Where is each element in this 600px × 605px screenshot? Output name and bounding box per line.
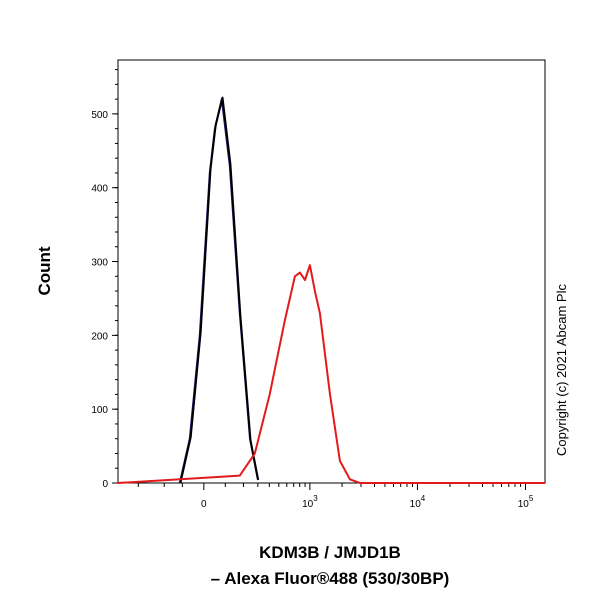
y-tick-label: 300 [91,258,108,269]
y-tick-label: 400 [91,184,108,195]
x-tick-exp: 4 [421,494,426,503]
x-tick-base: 10 [302,499,314,510]
x-tick-label: 104 [410,494,426,510]
x-tick-base: 10 [410,499,422,510]
y-tick-label: 0 [102,479,108,490]
y-tick-label: 200 [91,331,108,342]
x-tick-label: 105 [518,494,534,510]
plot-frame [117,59,546,484]
x-tick-exp: 5 [529,494,534,503]
y-tick-label: 500 [91,110,108,121]
x-axis-title: KDM3B / JMJD1B [259,543,401,562]
x-tick-label: 103 [302,494,318,510]
histogram-line [117,264,545,484]
y-axis-title: Count [35,246,54,295]
y-tick-label: 100 [91,405,108,416]
histogram-line [179,96,260,484]
x-axis-title: – Alexa Fluor®488 (530/30BP) [211,569,450,588]
x-tick-base: 10 [518,499,530,510]
x-tick-label: 0 [201,499,207,510]
copyright: Copyright (c) 2021 Abcam Plc [554,284,569,456]
x-tick-exp: 3 [313,494,318,503]
